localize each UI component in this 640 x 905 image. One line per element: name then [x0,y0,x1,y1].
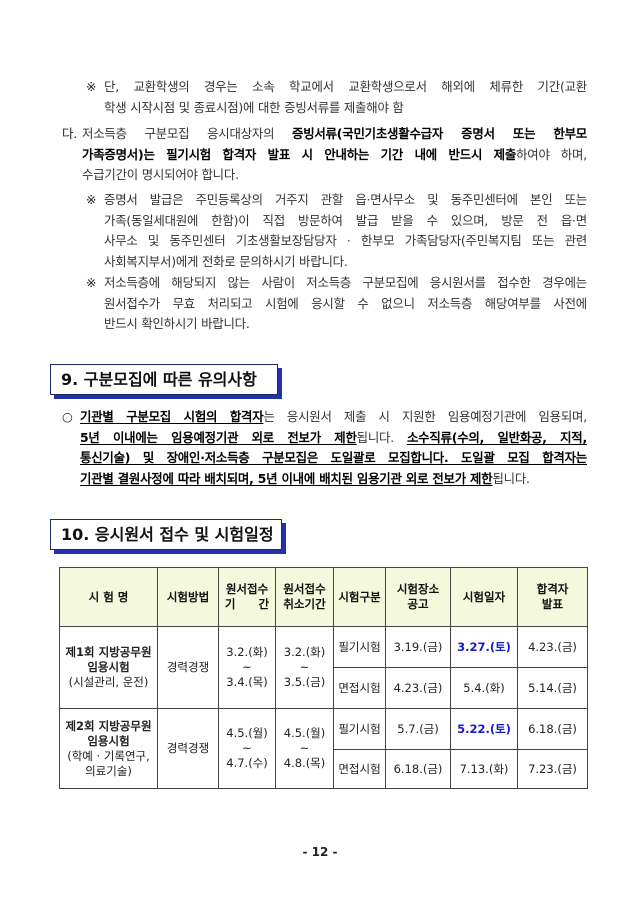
text-line: 수급기간이 명시되어야 합니다. [82,165,587,186]
text-segment: 저소득층 구분모집 응시대상자의 [82,126,292,141]
exam-method: 경력경쟁 [157,626,219,709]
emphasized-text: 기관별 결원사정에 따라 배치되며, 5년 이내에 배치된 임용기관 외로 전보… [80,470,493,486]
exam-date: 3.27.(토) [450,626,518,668]
column-header: 시험장소 공고 [385,567,451,627]
result-announcement-date: 6.18.(금) [517,708,588,750]
column-header: 시 험 명 [59,567,158,627]
exam-type: 필기시험 [333,626,386,668]
text-segment: 하여야 하며, [516,146,587,162]
result-announcement-date: 4.23.(금) [517,626,588,668]
text-segment: 됩니다. [492,470,530,486]
exam-fields: (학예 · 기록연구, 의료기술) [67,748,150,778]
paragraph: ※ 증명서 발급은 주민등록상의 거주지 관할 읍·면사무소 및 동주민센터에 본… [86,190,587,273]
column-header: 원서접수 취소기간 [275,567,334,627]
emphasized-text: 기관별 구분모집 시험의 합격자 [80,409,264,424]
paragraph-marker: ※ [86,79,97,94]
exam-name: 제1회 지방공무원 임용시험 [65,645,152,674]
exam-date: 5.22.(토) [450,708,518,750]
text-segment: 는 응시원서 제출 시 지원한 임용예정기관에 임용되며, [263,409,587,424]
paragraph: ○ 기관별 구분모집 시험의 합격자는 응시원서 제출 시 지원한 임용예정기관에… [62,407,587,490]
exam-name-cell: 제2회 지방공무원 임용시험 (학예 · 기록연구, 의료기술) [59,708,158,789]
text-line: 통신기술) 및 장애인·저소득층 구분모집은 도일괄로 모집합니다. 도일괄 모… [80,448,587,469]
emphasized-text: 소수직류(수의, 일반화공, 지적, [406,429,587,445]
text-segment: 저소득층에 해당되지 않는 사람이 저소득층 구분모집에 응시원서를 접수한 경… [104,275,587,290]
table-header-row: 시 험 명 시험방법 원서접수 기 간 원서접수 취소기간 시험구분 시험장소 공고 시험일자 합격… [59,567,588,627]
venue-notice-date: 3.19.(금) [385,626,451,668]
cancellation-period: 3.2.(화) ~3.5.(금) [275,626,334,709]
cancellation-period: 4.5.(월) ~4.8.(목) [275,708,334,789]
table-row: 면접시험 4.23.(금) 5.4.(화) 5.14.(금) [60,667,588,709]
column-header: 시험일자 [450,567,518,627]
text-segment: 사무소 및 동주민센터 기초생활보장담당자 · 한부모 가족담당자(주민복지팀 … [104,233,587,248]
text-segment: 수급기간이 명시되어야 합니다. [82,167,239,182]
paragraph: ※ 저소득층에 해당되지 않는 사람이 저소득층 구분모집에 응시원서를 접수한 … [86,273,587,335]
column-header: 시험구분 [333,567,386,627]
text-line: 가족(동일세대원에 한함)이 직접 방문하여 발급 받을 수 있으며, 방문 전… [104,211,587,232]
text-line: 저소득층에 해당되지 않는 사람이 저소득층 구분모집에 응시원서를 접수한 경… [104,273,587,294]
text-line: 기관별 구분모집 시험의 합격자는 응시원서 제출 시 지원한 임용예정기관에 … [80,407,587,428]
text-segment: 사회복지부서)에게 전화로 문의하시기 바랍니다. [104,253,348,269]
emphasized-text: 통신기술) 및 장애인·저소득층 구분모집은 도일괄로 모집합니다. 도일괄 모… [80,450,587,465]
application-period: 4.5.(월) ~4.7.(수) [218,708,276,789]
text-segment: 학생 시작시점 및 종료시점)에 대한 증빙서류를 제출해야 함 [104,99,404,115]
venue-notice-date: 6.18.(금) [385,749,451,789]
emphasized-text: 5년 이내에는 임용예정기관 외로 전보가 제한 [80,429,357,445]
text-line: 기관별 결원사정에 따라 배치되며, 5년 이내에 배치된 임용기관 외로 전보… [80,469,587,490]
text-line: 반드시 확인하시기 바랍니다. [104,314,587,335]
paragraph-marker: ※ [86,192,97,207]
text-line: 단, 교환학생의 경우는 소속 학교에서 교환학생으로서 해외에 체류한 기간(… [104,77,587,98]
text-segment: 가족(동일세대원에 한함)이 직접 방문하여 발급 받을 수 있으며, 방문 전… [104,212,587,228]
text-segment: 원서접수가 무효 처리되고 시험에 응시할 수 없으니 저소득층 해당여부를 사… [104,295,587,311]
paragraph: ※ 단, 교환학생의 경우는 소속 학교에서 교환학생으로서 해외에 체류한 기간… [86,77,587,119]
venue-notice-date: 5.7.(금) [385,708,451,750]
exam-type: 면접시험 [333,749,386,789]
page-number: - 12 - [302,845,338,859]
text-line: 가족증명서)는 필기시험 합격자 발표 시 안내하는 기간 내에 반드시 제출하… [82,145,587,166]
text-line: 5년 이내에는 임용예정기관 외로 전보가 제한됩니다. 소수직류(수의, 일반… [80,428,587,449]
text-segment: 됩니다. [356,429,407,445]
text-line: 사회복지부서)에게 전화로 문의하시기 바랍니다. [104,252,587,273]
application-period: 3.2.(화) ~3.4.(목) [218,626,276,709]
table-row: 제2회 지방공무원 임용시험 (학예 · 기록연구, 의료기술) 경력경쟁 4.5.(월)… [59,708,588,789]
paragraph: 다. 저소득층 구분모집 응시대상자의 증빙서류(국민기초생활수급자 증명서 또는… [62,124,587,186]
result-announcement-date: 5.14.(금) [517,667,588,709]
section-heading-9: 9. 구분모집에 따른 유의사항 [50,364,278,395]
text-line: 원서접수가 무효 처리되고 시험에 응시할 수 없으니 저소득층 해당여부를 사… [104,294,587,315]
text-segment: 반드시 확인하시기 바랍니다. [104,316,250,331]
exam-type: 필기시험 [333,708,386,750]
emphasized-text: 증빙서류(국민기초생활수급자 증명서 또는 한부모 [292,126,587,141]
column-header: 시험방법 [157,567,219,627]
exam-schedule-table: 시 험 명 시험방법 원서접수 기 간 원서접수 취소기간 시험구분 시험장소 공고 시험일자 합격… [59,567,588,789]
venue-notice-date: 4.23.(금) [385,667,451,709]
text-line: 사무소 및 동주민센터 기초생활보장담당자 · 한부모 가족담당자(주민복지팀 … [104,231,587,252]
exam-fields: (시설관리, 운전) [68,675,149,689]
table-row: 면접시험 6.18.(금) 7.13.(화) 7.23.(금) [60,749,588,789]
exam-type: 면접시험 [333,667,386,709]
emphasized-text: 가족증명서)는 필기시험 합격자 발표 시 안내하는 기간 내에 반드시 제출 [82,146,517,162]
paragraph-marker: 다. [62,126,77,141]
result-announcement-date: 7.23.(금) [517,749,588,789]
column-header: 원서접수 기 간 [218,567,276,627]
table-row: 제1회 지방공무원 임용시험 (시설관리, 운전) 경력경쟁 3.2.(화) ~3.4.(… [59,626,588,709]
paragraph-marker: ○ [62,409,73,424]
text-line: 학생 시작시점 및 종료시점)에 대한 증빙서류를 제출해야 함 [104,98,587,119]
column-header: 합격자 발표 [517,567,588,627]
exam-name: 제2회 지방공무원 임용시험 [65,718,152,748]
text-line: 저소득층 구분모집 응시대상자의 증빙서류(국민기초생활수급자 증명서 또는 한… [82,124,587,145]
exam-method: 경력경쟁 [157,708,219,789]
text-segment: 단, 교환학생의 경우는 소속 학교에서 교환학생으로서 해외에 체류한 기간(… [104,79,587,94]
exam-date: 7.13.(화) [450,749,518,789]
text-segment: 증명서 발급은 주민등록상의 거주지 관할 읍·면사무소 및 동주민센터에 본인… [104,192,587,207]
text-line: 증명서 발급은 주민등록상의 거주지 관할 읍·면사무소 및 동주민센터에 본인… [104,190,587,211]
section-heading-10: 10. 응시원서 접수 및 시험일정 [50,519,282,550]
exam-date: 5.4.(화) [450,667,518,709]
exam-name-cell: 제1회 지방공무원 임용시험 (시설관리, 운전) [59,626,158,709]
paragraph-marker: ※ [86,275,97,290]
